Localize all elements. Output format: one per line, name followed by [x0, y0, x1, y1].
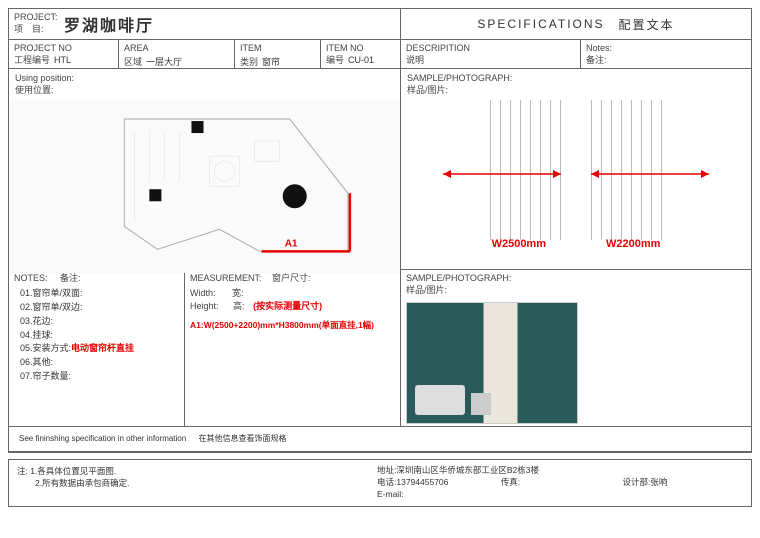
note-1: 01.窗帘单/双面:	[20, 287, 179, 301]
meas-spec: A1:W(2500+2200)mm*H3800mm(单面直挂,1幅)	[190, 319, 395, 331]
area-val: 一层大厅	[146, 55, 182, 68]
meas-en: MEASUREMENT:	[190, 273, 262, 283]
notes-en: Notes:	[586, 43, 746, 55]
footer-tel: 13794455706	[396, 477, 448, 487]
spec-en: SPECIFICATIONS	[477, 17, 604, 31]
sample2-en: SAMPLE/PHOTOGRAPH:	[406, 273, 511, 283]
note-3: 03.花边:	[20, 315, 179, 329]
spec-sheet: PROJECT: 项 目: 罗湖咖啡厅 SPECIFICATIONS 配置文本 …	[8, 8, 752, 453]
fin-en: See fininshing specification in other in…	[19, 434, 186, 443]
footer-note-2: 2.所有数据由承包商确定.	[35, 477, 377, 489]
itemno-val: CU-01	[348, 55, 374, 65]
projno-val: HTL	[54, 55, 71, 65]
marker-a1: A1	[285, 239, 298, 250]
note-7: 07.帘子数量:	[20, 370, 179, 384]
footer-dept: 张响	[650, 477, 667, 487]
noteshdr-en: NOTES:	[14, 273, 48, 283]
sample1-en: SAMPLE/PHOTOGRAPH:	[407, 73, 512, 83]
desc-en: DESCRIPITION	[406, 43, 575, 55]
using-en: Using position:	[15, 73, 74, 83]
note-4: 04.挂球:	[20, 329, 179, 343]
dim-w1: W2500mm	[492, 238, 546, 250]
note-5b: 电动窗帘杆直挂	[71, 343, 134, 353]
note-2: 02.窗帘单/双边:	[20, 301, 179, 315]
floor-plan: A1	[9, 100, 400, 272]
item-val: 窗帘	[262, 55, 280, 68]
project-label-cn: 项 目:	[14, 24, 64, 36]
area-en: AREA	[124, 43, 229, 55]
sample-photo	[406, 302, 578, 424]
dim-w2: W2200mm	[606, 238, 660, 250]
spec-cn: 配置文本	[619, 16, 675, 33]
project-title: 罗湖咖啡厅	[64, 12, 154, 36]
curtain-diagram: W2500mm W2200mm	[401, 100, 751, 250]
itemno-en: ITEM NO	[326, 43, 395, 55]
projno-en: PROJECT NO	[14, 43, 113, 55]
footer-block: 注: 1.各具体位置见平面图. 2.所有数据由承包商确定. 地址:深圳南山区华侨…	[8, 459, 752, 507]
item-en: ITEM	[240, 43, 315, 55]
meas-hnote: (按实际测量尺寸)	[253, 301, 322, 311]
note-6: 06.其他:	[20, 356, 179, 370]
footer-note-1: 注: 1.各具体位置见平面图.	[17, 465, 377, 477]
project-label-en: PROJECT:	[14, 12, 64, 24]
footer-addr: 深圳南山区华侨城东部工业区B2栋3楼	[396, 465, 539, 475]
